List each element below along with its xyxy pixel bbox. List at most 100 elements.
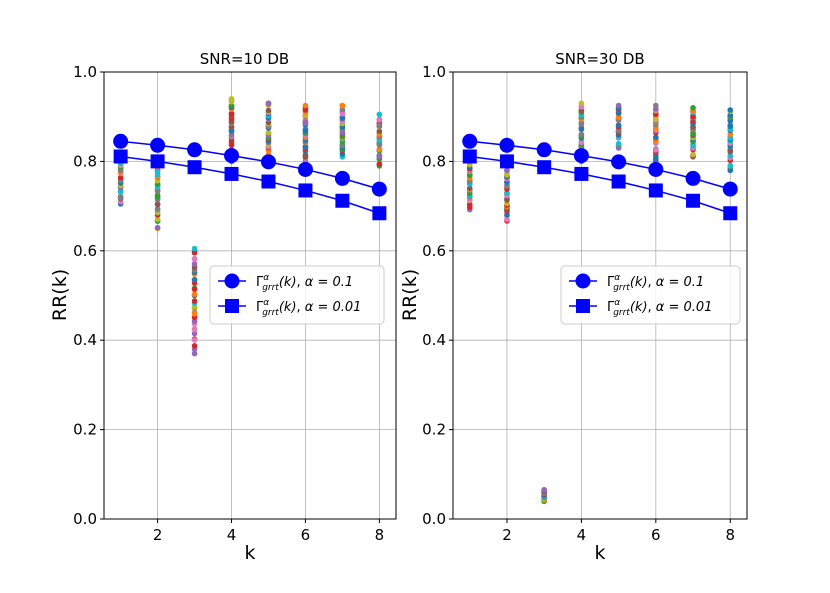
- left-scatter-point: [302, 143, 309, 150]
- right-scatter-point: [690, 113, 696, 120]
- left-series-1-point: [150, 137, 166, 153]
- right-x-tick-label: 4: [577, 526, 587, 544]
- right-scatter-point: [466, 201, 473, 208]
- right-legend-square-marker: [576, 299, 590, 313]
- right-scatter-point: [615, 122, 622, 128]
- left-scatter-point: [154, 206, 161, 212]
- left-legend-box: [209, 265, 385, 325]
- left-x-tick-label: 2: [153, 526, 163, 544]
- left-scatter-point: [302, 152, 309, 159]
- right-y-tick-label: 0.4: [422, 331, 446, 349]
- left-y-tick-label: 0.8: [73, 152, 97, 170]
- right-series-1-point: [462, 133, 478, 149]
- left-scatter-point: [228, 96, 235, 102]
- right-scatter-point: [727, 107, 734, 113]
- left-scatter-point: [302, 102, 309, 109]
- left-series-2-point: [224, 166, 239, 181]
- right-scatter-point: [504, 197, 510, 203]
- right-scatter-point: [466, 172, 473, 179]
- right-series-2-point: [499, 154, 514, 169]
- left-scatter-point: [191, 343, 198, 349]
- left-panel-title: SNR=10 DB: [200, 50, 289, 68]
- left-series-2-point: [298, 183, 313, 198]
- right-scatter-point: [504, 167, 510, 174]
- left-legend: Γα grrt(k), α = 0.1 Γα grrt(k), α = 0.01: [209, 265, 385, 325]
- left-legend-entry-1: Γα grrt(k), α = 0.1: [256, 273, 353, 293]
- right-scatter-point: [578, 100, 585, 107]
- right-series-1-point: [685, 170, 701, 186]
- left-scatter-point: [302, 127, 309, 134]
- left-series-1-point: [297, 161, 313, 177]
- right-panel: SNR=30 DB 2 4 6 8 0.0 0.2 0.4 0.6 0.8 1.0 k RR(k)…: [399, 50, 748, 564]
- right-y-tick-label: 1.0: [422, 63, 446, 81]
- right-scatter-point: [653, 102, 659, 109]
- right-legend: Γα grrt(k), α = 0.1 Γα grrt(k), α = 0.01: [560, 265, 741, 325]
- left-scatter-point: [191, 309, 198, 316]
- left-x-tick-label: 4: [227, 526, 237, 544]
- right-scatter-point: [690, 151, 696, 158]
- left-scatter-point: [376, 117, 383, 123]
- left-scatter-point: [376, 128, 383, 135]
- left-series-1-point: [113, 133, 129, 149]
- left-scatter-point: [191, 326, 198, 333]
- right-y-tick-label: 0.8: [422, 152, 446, 170]
- right-scatter-point: [727, 148, 734, 155]
- right-series-2-point: [723, 206, 738, 221]
- left-x-tick-label: 6: [301, 526, 311, 544]
- left-scatter: [117, 96, 383, 357]
- left-scatter-point: [376, 122, 383, 129]
- right-scatter-point: [690, 142, 696, 149]
- left-scatter-point: [117, 174, 124, 181]
- left-scatter-point: [191, 304, 198, 311]
- left-scatter-point: [265, 129, 272, 136]
- left-scatter-point: [191, 350, 198, 357]
- right-scatter-point: [504, 172, 510, 178]
- left-x-axis-label: k: [244, 542, 255, 564]
- right-x-tick-label: 6: [651, 526, 661, 544]
- right-y-axis-label: RR(k): [399, 269, 421, 321]
- right-scatter-point: [615, 102, 622, 109]
- left-y-tick-label: 1.0: [73, 63, 97, 81]
- right-series-1-point: [648, 161, 664, 177]
- left-scatter-point: [191, 256, 198, 262]
- right-x-tick-label: 2: [502, 526, 512, 544]
- right-scatter-point: [578, 139, 585, 146]
- left-scatter-point: [191, 291, 198, 298]
- right-legend-entry-1: Γα grrt(k), α = 0.1: [607, 273, 704, 293]
- right-y-tick-label: 0.2: [422, 421, 446, 439]
- right-scatter-point: [578, 107, 585, 114]
- left-series-2-point: [113, 149, 128, 164]
- left-series-lines: [113, 133, 387, 221]
- right-axes-frame: [452, 71, 748, 520]
- left-series-2-point: [261, 174, 276, 189]
- right-scatter-point: [615, 140, 622, 147]
- left-scatter-point: [191, 286, 198, 293]
- left-scatter-point: [154, 224, 161, 231]
- right-y-tick-label: 0.6: [422, 242, 446, 260]
- left-scatter-point: [154, 201, 161, 208]
- right-series-1-point: [573, 148, 589, 164]
- left-legend-square-marker: [225, 299, 239, 313]
- right-scatter-point: [653, 147, 659, 153]
- right-series-1-point: [611, 154, 627, 170]
- left-legend-entry-2: Γα grrt(k), α = 0.01: [256, 298, 361, 318]
- right-panel-title: SNR=30 DB: [555, 50, 644, 68]
- left-scatter-point: [339, 110, 346, 117]
- right-scatter-point: [466, 185, 473, 191]
- right-scatter-point: [578, 131, 585, 138]
- left-axes-frame: [103, 71, 397, 520]
- left-series-2-point: [372, 206, 387, 221]
- right-series-1-point: [499, 137, 515, 153]
- right-series-1-point: [722, 181, 738, 197]
- left-scatter-point: [191, 330, 198, 337]
- left-scatter-point: [191, 318, 198, 325]
- left-y-tick-label: 0.0: [73, 510, 97, 528]
- right-y-tick-label: 0.0: [422, 510, 446, 528]
- left-scatter-point: [376, 161, 383, 167]
- right-scatter-point: [727, 162, 734, 169]
- right-scatter-point: [578, 126, 585, 133]
- left-scatter-point: [154, 193, 161, 200]
- left-y-tick-label: 0.2: [73, 421, 97, 439]
- left-y-tick-label: 0.4: [73, 331, 97, 349]
- right-scatter-point: [653, 116, 659, 123]
